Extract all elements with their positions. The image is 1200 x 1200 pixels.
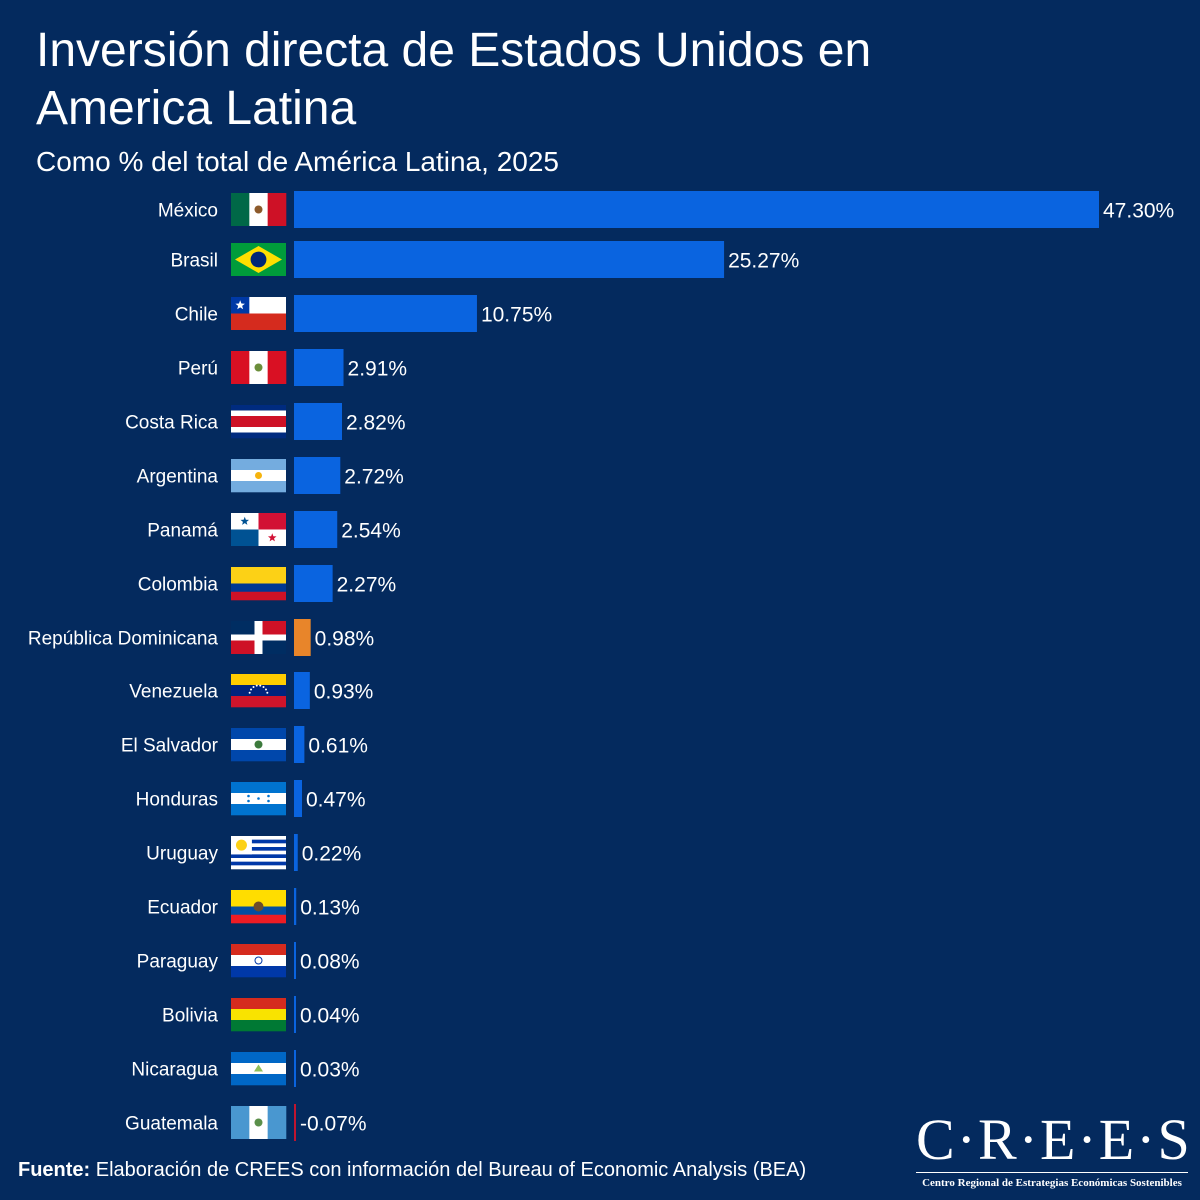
flag-uruguay-icon (231, 836, 286, 870)
value-label: 2.91% (348, 358, 408, 381)
category-label: Perú (178, 359, 218, 380)
category-label: Panamá (147, 521, 218, 542)
flag-costa-rica-icon (231, 405, 286, 439)
chart-subtitle: Como % del total de América Latina, 2025 (36, 146, 559, 177)
bar (294, 565, 333, 602)
source-label: Fuente: (18, 1159, 91, 1181)
flag-venezuela-icon (231, 674, 286, 708)
bar (294, 726, 305, 763)
category-label: República Dominicana (28, 629, 219, 650)
value-label: 2.27% (337, 574, 397, 597)
flag-ecuador-icon (231, 890, 286, 924)
value-label: 2.72% (344, 466, 404, 489)
category-label: Chile (175, 305, 218, 326)
category-label: Bolivia (162, 1006, 218, 1027)
bar (294, 241, 725, 278)
bar (294, 672, 310, 709)
flag-republica-dominicana-icon (231, 621, 286, 654)
bar (294, 295, 477, 332)
logo-tagline: Centro Regional de Estrategias Económica… (922, 1177, 1182, 1189)
bar (294, 619, 311, 656)
flag-chile-icon (231, 297, 286, 330)
category-label: Nicaragua (131, 1060, 218, 1081)
logo-rule (916, 1172, 1188, 1173)
bar (294, 457, 341, 494)
value-label: 2.54% (341, 520, 401, 543)
category-label: Honduras (136, 790, 218, 811)
flag-brasil-icon (231, 243, 286, 276)
category-label: Uruguay (146, 844, 218, 865)
value-label: 10.75% (481, 304, 552, 327)
flag-peru-icon (231, 351, 287, 384)
value-label: 47.30% (1103, 200, 1174, 223)
logo-wordmark: C·R·E·E·S (916, 1107, 1192, 1172)
bar (294, 996, 296, 1033)
value-label: 0.93% (314, 681, 374, 704)
category-label: Brasil (170, 251, 218, 272)
crees-logo: C·R·E·E·S Centro Regional de Estrategias… (916, 1107, 1192, 1192)
bar (294, 1104, 296, 1141)
flag-guatemala-icon (231, 1106, 287, 1139)
bar (294, 511, 338, 548)
bar (294, 834, 298, 871)
bar (294, 780, 302, 817)
bar (294, 1050, 296, 1087)
flag-nicaragua-icon (231, 1052, 286, 1086)
source-text: Elaboración de CREES con información del… (90, 1159, 807, 1181)
bar (294, 942, 296, 979)
value-label: 25.27% (728, 250, 799, 273)
category-label: México (158, 201, 218, 222)
category-label: El Salvador (121, 736, 219, 757)
category-label: Colombia (138, 575, 219, 596)
flag-colombia-icon (231, 567, 286, 601)
flag-panama-icon (231, 513, 286, 546)
value-label: 0.61% (308, 735, 368, 758)
value-label: 0.13% (300, 897, 360, 920)
flag-honduras-icon (231, 782, 286, 816)
value-label: 0.08% (300, 951, 360, 974)
flag-bolivia-icon (231, 998, 286, 1032)
value-label: -0.07% (300, 1113, 367, 1136)
bar (294, 349, 344, 386)
flag-paraguay-icon (231, 944, 286, 978)
value-label: 0.03% (300, 1059, 360, 1082)
category-label: Guatemala (125, 1114, 218, 1135)
category-label: Paraguay (137, 952, 219, 973)
bar (294, 191, 1099, 228)
category-label: Ecuador (147, 898, 218, 919)
value-label: 0.47% (306, 789, 366, 812)
flag-el-salvador-icon (231, 728, 286, 762)
chart-title: Inversión directa de Estados Unidos en A… (36, 24, 872, 135)
value-label: 0.22% (302, 843, 362, 866)
value-label: 0.04% (300, 1005, 360, 1028)
flag-mexico-icon (231, 193, 287, 226)
source-note: Fuente: Elaboración de CREES con informa… (18, 1157, 806, 1183)
value-label: 2.82% (346, 412, 406, 435)
bar (294, 888, 297, 925)
category-label: Costa Rica (125, 413, 218, 434)
bar (294, 403, 342, 440)
category-label: Argentina (137, 467, 219, 488)
value-label: 0.98% (315, 628, 375, 651)
flag-argentina-icon (231, 459, 286, 493)
category-label: Venezuela (129, 682, 218, 703)
